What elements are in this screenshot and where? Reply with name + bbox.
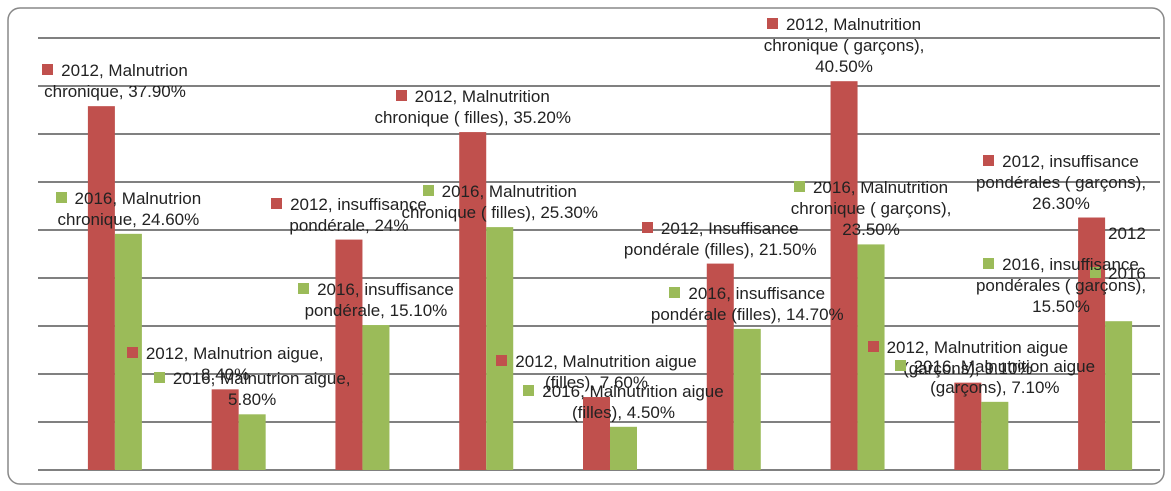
bar	[362, 325, 390, 470]
legend-swatch	[1090, 227, 1101, 238]
bar	[610, 426, 637, 470]
bar	[211, 389, 239, 470]
bar	[830, 81, 858, 470]
bar	[733, 328, 761, 470]
legend-label: 2012	[1108, 224, 1146, 243]
bar	[486, 227, 514, 470]
bar	[857, 244, 885, 470]
legend-label: 2016	[1108, 264, 1146, 283]
bar	[87, 106, 115, 470]
legend-swatch	[1090, 267, 1101, 278]
bar	[706, 263, 734, 470]
bar	[459, 132, 487, 470]
bar	[1105, 321, 1133, 470]
bar	[238, 414, 266, 470]
bar	[583, 397, 610, 470]
bar	[954, 382, 982, 470]
bar	[981, 401, 1009, 470]
bar	[114, 233, 142, 470]
bar	[1078, 217, 1106, 470]
bar	[335, 239, 363, 470]
